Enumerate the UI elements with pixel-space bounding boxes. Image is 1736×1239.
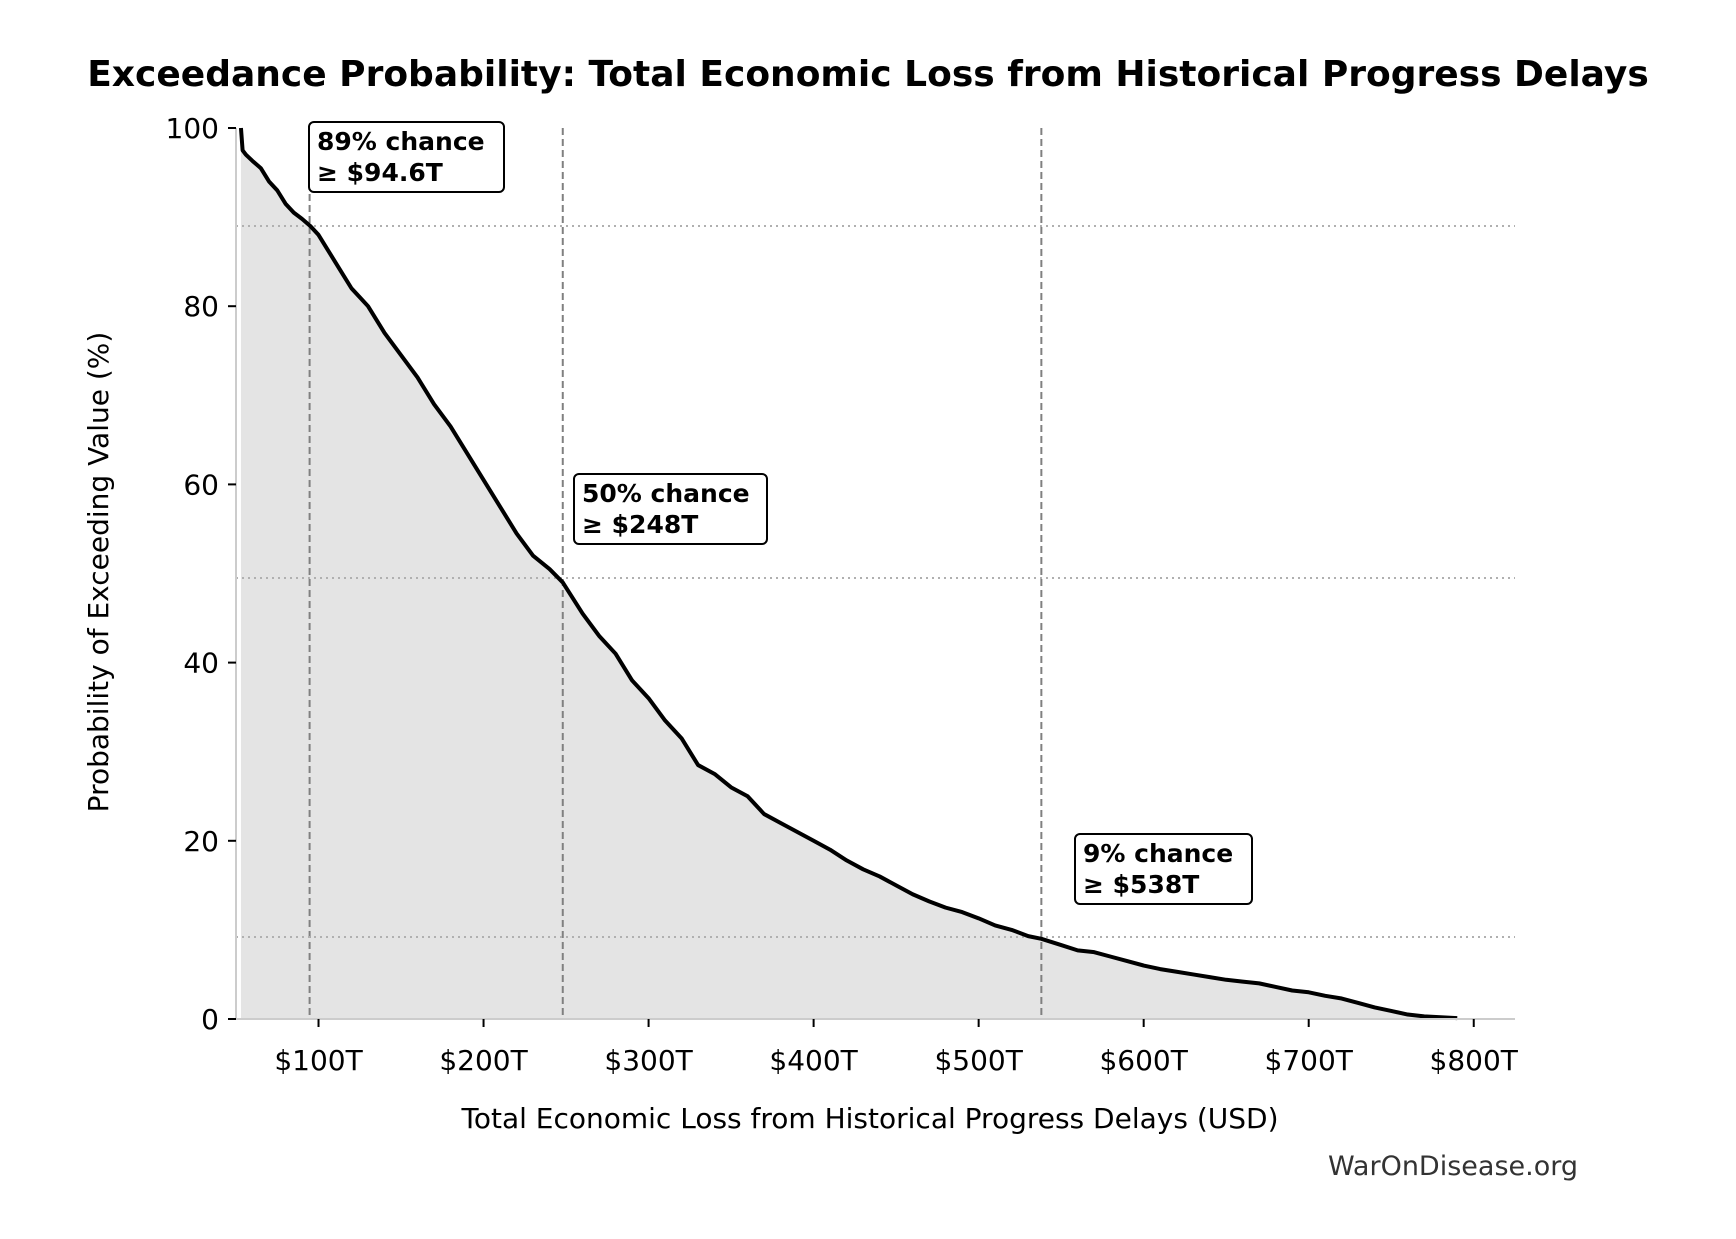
x-tick-label: $800T — [1430, 1044, 1519, 1077]
chart-title: Exceedance Probability: Total Economic L… — [87, 54, 1649, 95]
axes: $100T $200T $300T $400T $500T $600T $700T $800T… — [166, 112, 1519, 1077]
x-tick-label: $400T — [769, 1044, 858, 1077]
annotation-frame — [308, 121, 505, 193]
annotation-box: 9% chance≥ $538T — [1074, 833, 1253, 905]
y-tick-label: 20 — [183, 825, 219, 858]
source-credit: WarOnDisease.org — [1328, 1151, 1578, 1182]
y-tick-label: 40 — [183, 647, 219, 680]
x-tick-label: $300T — [604, 1044, 693, 1077]
annotation-threshold: ≥ $94.6T — [317, 158, 443, 187]
annotations: 89% chance≥ $94.6T 50% chance≥ $248T 9% ch… — [308, 121, 1253, 905]
exceedance-area — [240, 128, 1458, 1019]
annotation-threshold: ≥ $248T — [582, 510, 698, 539]
annotation-probability: 9% chance — [1083, 839, 1233, 868]
y-axis-ticks: 0 20 40 60 80 100 — [166, 112, 236, 1036]
plot-area — [236, 127, 1515, 1021]
y-tick-label: 60 — [183, 468, 219, 501]
x-axis-label: Total Economic Loss from Historical Prog… — [460, 1102, 1278, 1135]
annotation-frame — [1074, 833, 1253, 905]
x-tick-label: $500T — [934, 1044, 1023, 1077]
x-tick-label: $600T — [1099, 1044, 1188, 1077]
y-axis-label: Probability of Exceeding Value (%) — [82, 332, 115, 813]
x-tick-label: $700T — [1265, 1044, 1354, 1077]
x-tick-label: $100T — [274, 1044, 363, 1077]
y-tick-label: 0 — [201, 1003, 219, 1036]
y-tick-label: 100 — [166, 112, 219, 145]
exceedance-curve — [238, 127, 1458, 1021]
y-tick-label: 80 — [183, 290, 219, 323]
x-axis-ticks: $100T $200T $300T $400T $500T $600T $700T $800T — [274, 1019, 1519, 1077]
annotation-box: 89% chance≥ $94.6T — [308, 121, 505, 193]
reference-lines — [236, 128, 1515, 1019]
x-tick-label: $200T — [439, 1044, 528, 1077]
annotation-frame — [573, 473, 768, 545]
annotation-probability: 89% chance — [317, 127, 485, 156]
annotation-box: 50% chance≥ $248T — [573, 473, 768, 545]
annotation-threshold: ≥ $538T — [1083, 870, 1199, 899]
annotation-probability: 50% chance — [582, 479, 750, 508]
